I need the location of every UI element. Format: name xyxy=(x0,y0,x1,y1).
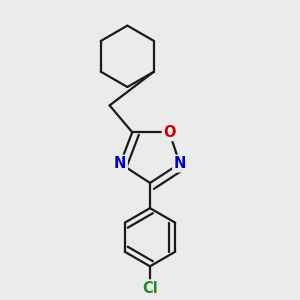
Text: Cl: Cl xyxy=(142,281,158,296)
Text: N: N xyxy=(114,156,127,171)
Text: O: O xyxy=(163,125,176,140)
Text: N: N xyxy=(173,156,186,171)
